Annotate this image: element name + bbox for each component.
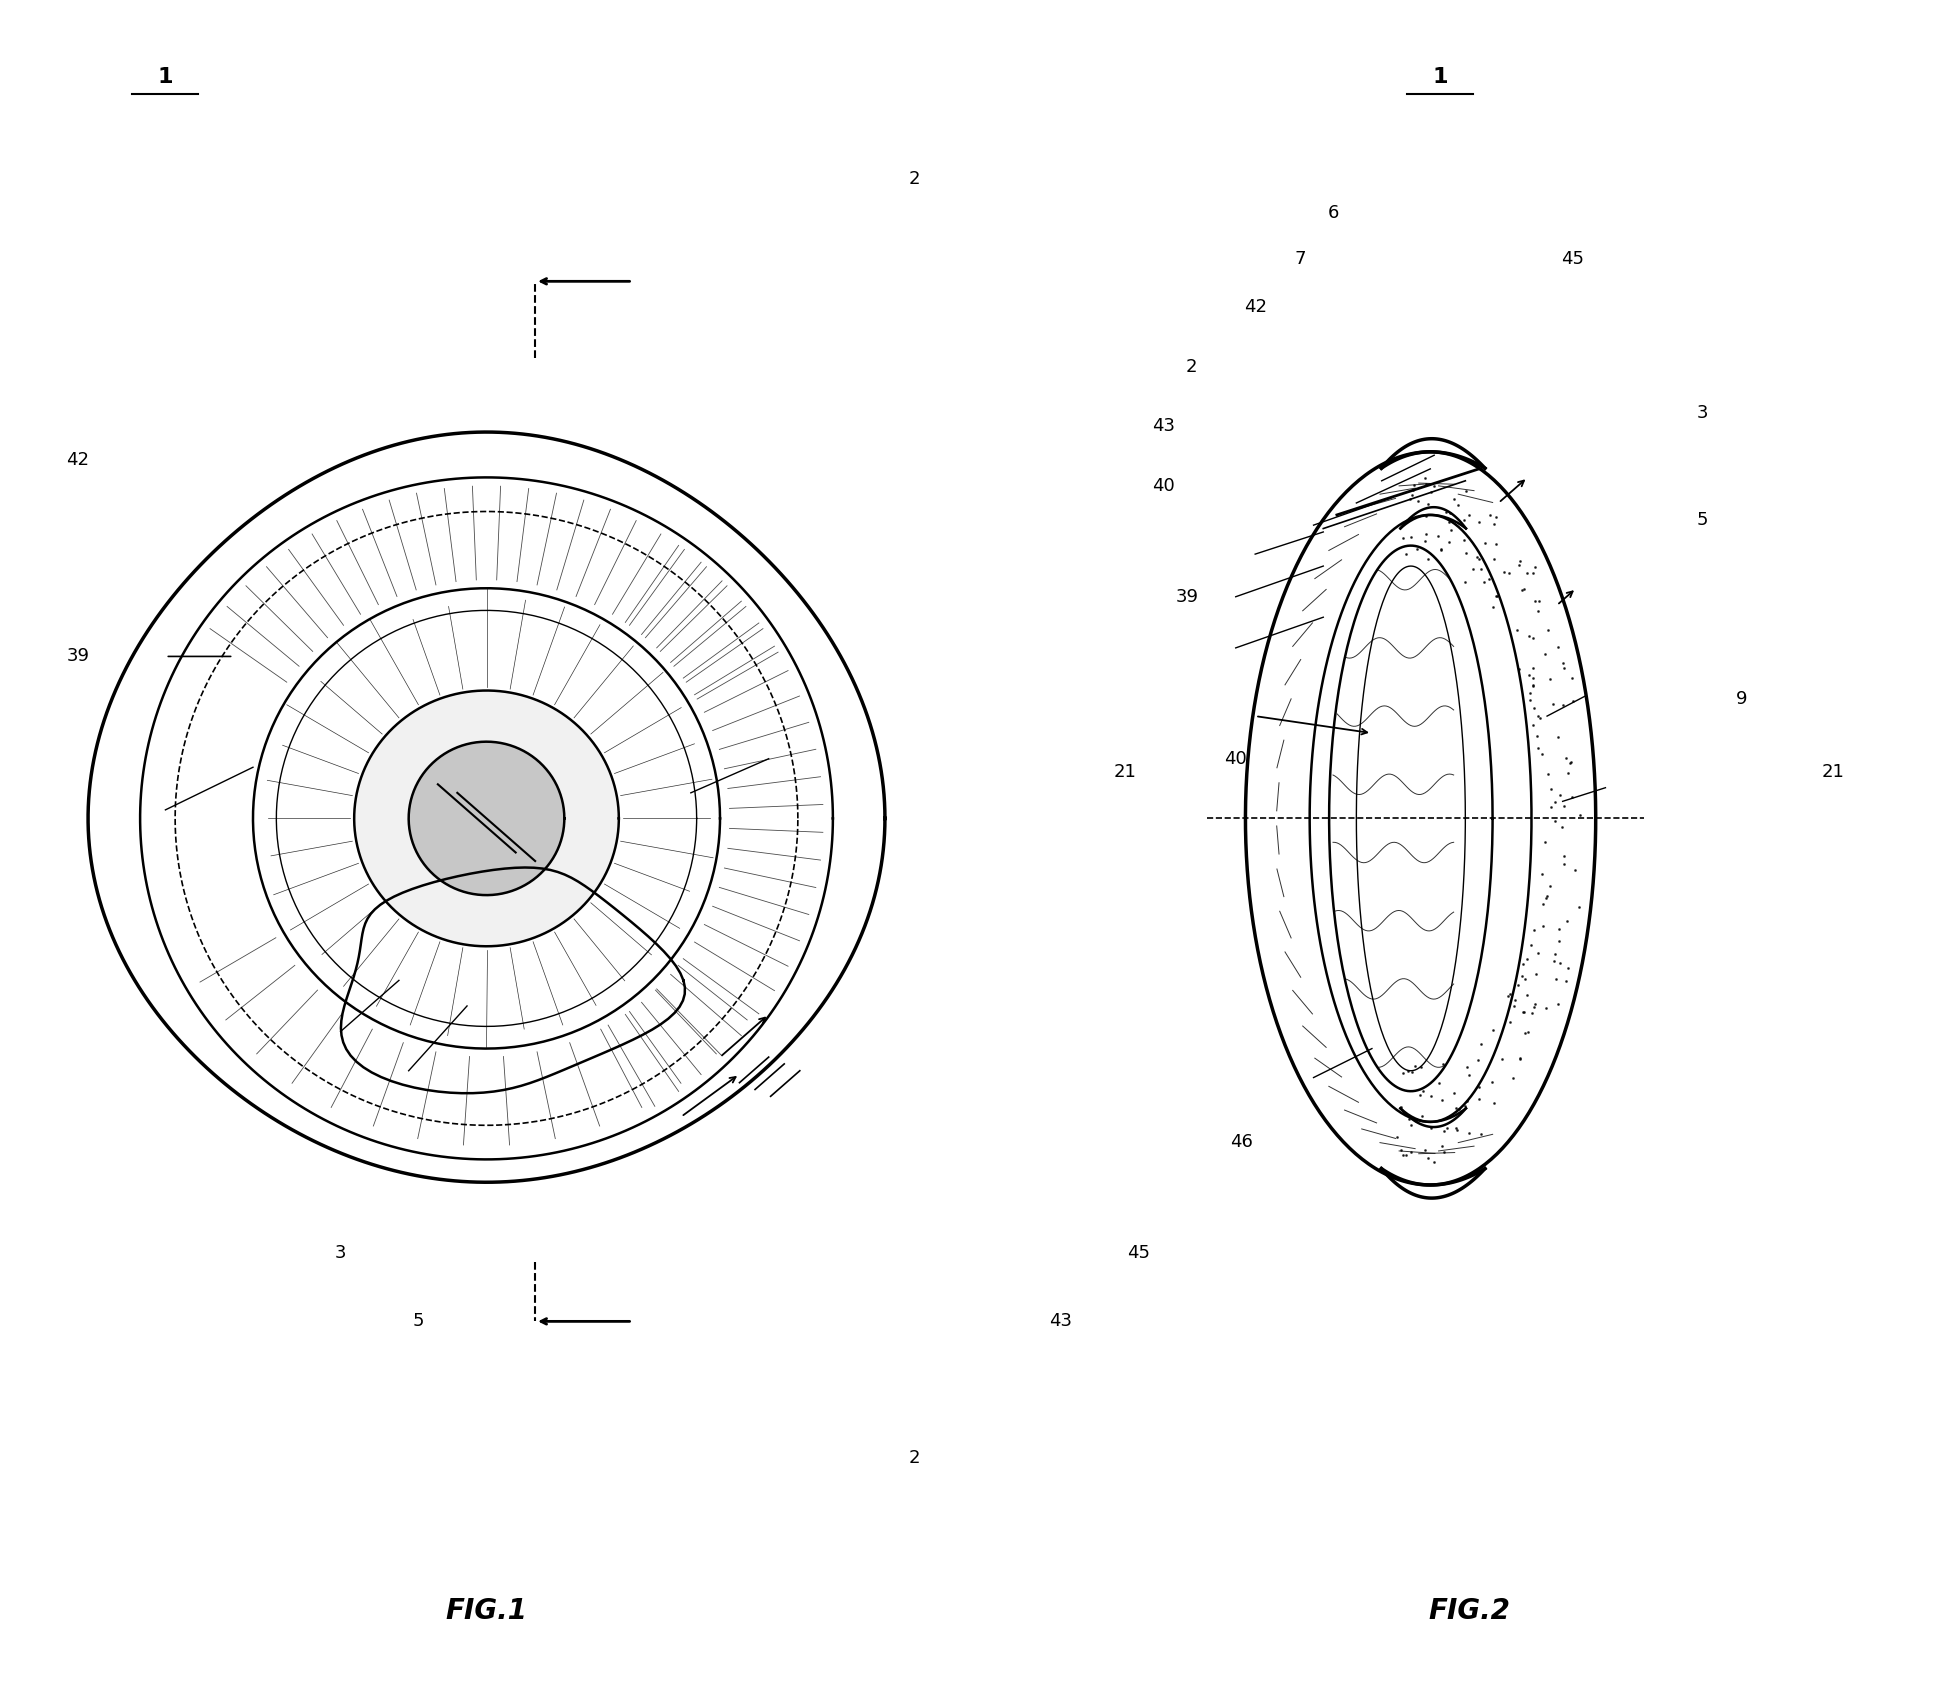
Text: 40: 40: [1224, 750, 1247, 767]
Text: 39: 39: [66, 648, 90, 665]
Text: 7: 7: [1294, 251, 1306, 268]
Text: 9: 9: [1736, 691, 1748, 708]
Text: 40: 40: [1152, 477, 1175, 494]
Text: FIG.1: FIG.1: [446, 1598, 527, 1625]
Text: 3: 3: [335, 1245, 346, 1262]
Text: 45: 45: [1127, 1245, 1150, 1262]
Text: 5: 5: [413, 1313, 424, 1330]
Text: 3: 3: [1697, 404, 1709, 421]
Text: 2: 2: [909, 170, 920, 188]
Text: 45: 45: [1561, 251, 1584, 268]
Text: 43: 43: [1152, 418, 1175, 435]
Text: 42: 42: [66, 452, 90, 469]
Polygon shape: [409, 742, 564, 895]
Text: 43: 43: [1049, 1313, 1072, 1330]
Text: 5: 5: [1697, 512, 1709, 529]
Text: 21: 21: [1113, 764, 1136, 781]
Text: 6: 6: [1327, 205, 1339, 222]
Text: 21: 21: [1821, 764, 1845, 781]
Text: 1: 1: [158, 66, 173, 87]
Text: 2: 2: [909, 1449, 920, 1466]
Text: 1: 1: [1432, 66, 1448, 87]
Text: 39: 39: [1175, 588, 1199, 605]
Text: FIG.2: FIG.2: [1428, 1598, 1510, 1625]
Text: 46: 46: [1230, 1134, 1253, 1151]
Polygon shape: [354, 691, 619, 946]
Text: 42: 42: [1243, 298, 1267, 315]
Text: 2: 2: [1185, 358, 1197, 375]
